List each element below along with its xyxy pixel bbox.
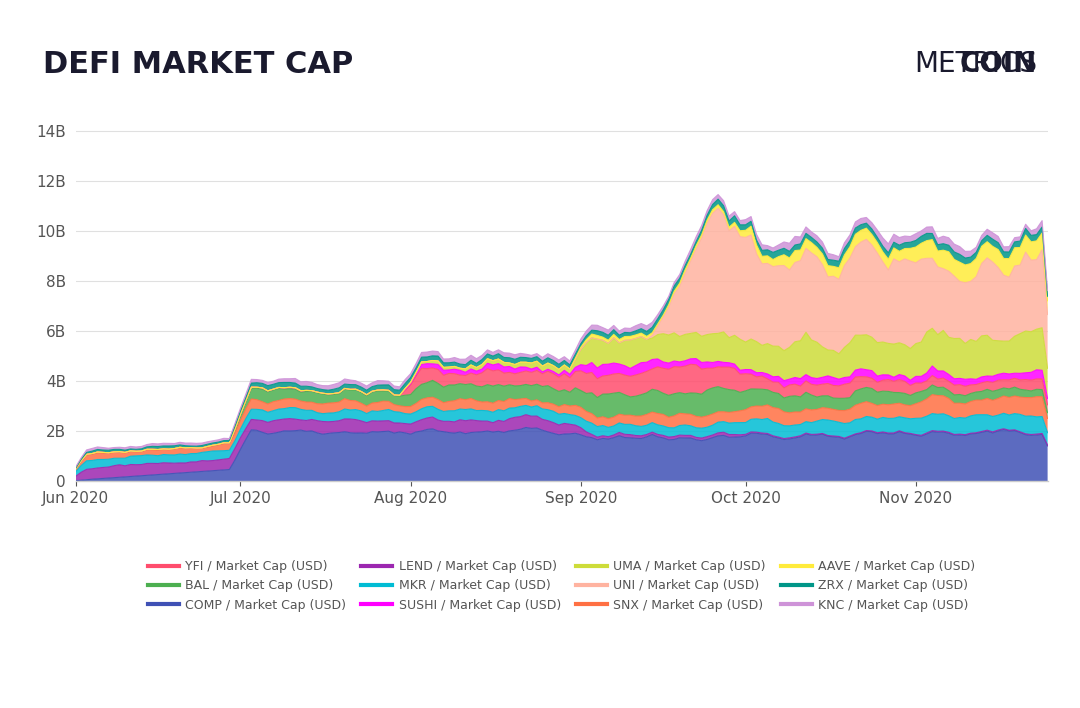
Text: COIN: COIN	[959, 50, 1037, 78]
Text: METRICS: METRICS	[914, 50, 1037, 78]
Text: DEFI MARKET CAP: DEFI MARKET CAP	[43, 50, 353, 79]
Legend: YFI / Market Cap (USD), BAL / Market Cap (USD), COMP / Market Cap (USD), LEND / : YFI / Market Cap (USD), BAL / Market Cap…	[143, 555, 981, 617]
